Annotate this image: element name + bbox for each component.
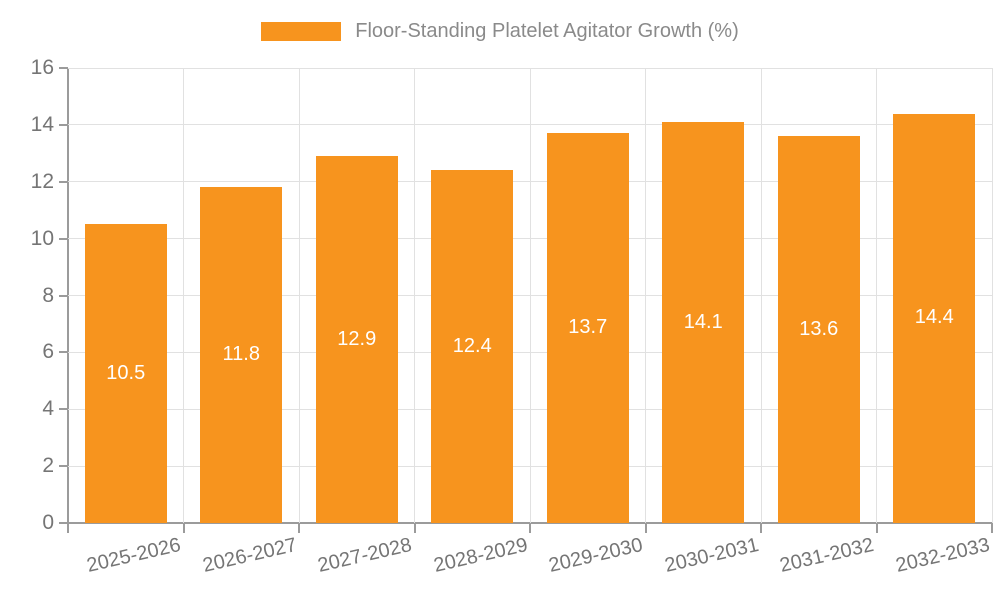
x-tick-label: 2031-2032 bbox=[777, 533, 876, 577]
y-axis-tick bbox=[59, 465, 68, 468]
bar-value-label: 13.6 bbox=[799, 317, 839, 340]
y-tick-label: 0 bbox=[42, 511, 54, 534]
x-axis-tick bbox=[298, 523, 300, 533]
x-axis-tick bbox=[875, 523, 878, 533]
x-axis-tick bbox=[991, 523, 993, 533]
bar-value-label: 10.5 bbox=[106, 361, 146, 384]
x-tick-label: 2028-2029 bbox=[431, 533, 530, 577]
y-axis-tick bbox=[59, 237, 68, 240]
v-gridline bbox=[760, 68, 762, 523]
chart-legend: Floor-Standing Platelet Agitator Growth … bbox=[0, 20, 1000, 43]
v-gridline bbox=[876, 68, 877, 523]
y-axis-tick bbox=[59, 67, 68, 69]
bar-2025-2026: 10.5 bbox=[84, 224, 167, 523]
x-axis-tick bbox=[413, 523, 416, 533]
bar-2031-2032: 13.6 bbox=[777, 136, 860, 523]
bar-2030-2031: 14.1 bbox=[662, 122, 745, 523]
v-gridline bbox=[298, 68, 300, 523]
x-tick-label: 2030-2031 bbox=[662, 533, 761, 577]
bar-2032-2033: 14.4 bbox=[893, 113, 976, 523]
y-tick-label: 12 bbox=[30, 169, 54, 193]
x-axis-tick bbox=[67, 523, 69, 533]
y-axis-tick bbox=[59, 522, 68, 524]
y-tick-label: 14 bbox=[30, 112, 54, 136]
v-gridline bbox=[183, 68, 184, 523]
y-tick-label: 2 bbox=[42, 454, 54, 478]
x-tick-label: 2026-2027 bbox=[200, 533, 299, 577]
y-axis-tick bbox=[59, 408, 68, 411]
legend-label[interactable]: Floor-Standing Platelet Agitator Growth … bbox=[355, 20, 739, 42]
bar-2027-2028: 12.9 bbox=[315, 156, 398, 523]
x-axis-tick bbox=[644, 523, 647, 533]
bar-value-label: 14.4 bbox=[914, 306, 954, 329]
y-axis-tick bbox=[59, 123, 68, 126]
y-axis-tick bbox=[59, 294, 68, 297]
y-tick-label: 6 bbox=[42, 340, 54, 364]
x-axis-tick bbox=[182, 523, 185, 533]
y-tick-label: 10 bbox=[30, 226, 54, 250]
bar-2028-2029: 12.4 bbox=[431, 170, 514, 523]
y-tick-label: 16 bbox=[30, 56, 54, 79]
legend-swatch[interactable] bbox=[261, 22, 342, 41]
v-gridline bbox=[645, 68, 646, 523]
v-gridline bbox=[529, 68, 531, 523]
y-tick-label: 4 bbox=[42, 397, 54, 421]
x-axis-tick bbox=[760, 523, 762, 533]
x-tick-label: 2027-2028 bbox=[315, 533, 414, 577]
x-tick-label: 2029-2030 bbox=[546, 533, 645, 577]
x-axis-tick bbox=[529, 523, 531, 533]
v-gridline bbox=[414, 68, 415, 523]
x-tick-label: 2032-2033 bbox=[893, 533, 992, 577]
y-axis-tick bbox=[59, 351, 68, 354]
v-gridline bbox=[991, 68, 993, 523]
bar-value-label: 14.1 bbox=[683, 310, 723, 333]
bar-2029-2030: 13.7 bbox=[546, 133, 629, 523]
bar-value-label: 13.7 bbox=[568, 316, 608, 339]
bar-2026-2027: 11.8 bbox=[200, 187, 283, 523]
plot-area: 10.5 11.8 12.9 12.4 13.7 14.1 13.6 14.4 bbox=[59, 67, 993, 533]
y-tick-label: 8 bbox=[42, 283, 54, 307]
bar-value-label: 12.9 bbox=[337, 327, 377, 350]
bar-value-label: 11.8 bbox=[222, 343, 260, 366]
y-axis-tick bbox=[59, 180, 68, 183]
x-tick-label: 2025-2026 bbox=[84, 533, 183, 577]
bar-value-label: 12.4 bbox=[452, 334, 492, 357]
